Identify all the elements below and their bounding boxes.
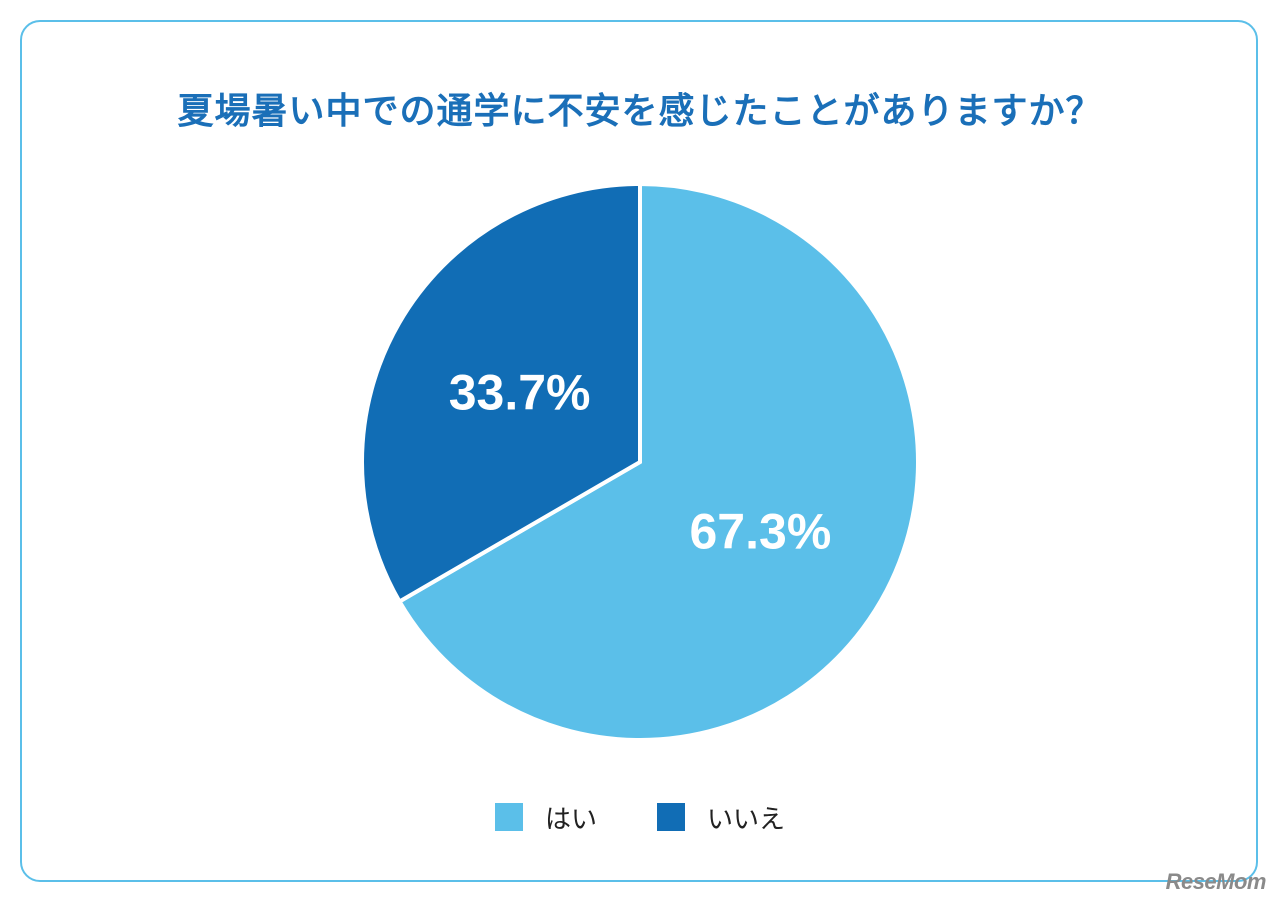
legend-item-yes: はい [494, 799, 597, 836]
slice-label-no: 33.7% [449, 365, 591, 421]
slice-label-yes: 67.3% [690, 503, 832, 559]
legend-label-yes: はい [544, 804, 597, 835]
legend-swatch-no [657, 803, 685, 831]
chart-legend: はい いいえ [0, 799, 1280, 836]
pie-slice-yes [396, 181, 920, 742]
chart-frame [20, 20, 1258, 882]
legend-label-no: いいえ [707, 804, 786, 835]
legend-item-no: いいえ [657, 799, 785, 836]
pie-slice-no [360, 181, 642, 605]
chart-title: 夏場暑い中での通学に不安を感じたことがありますか？ [177, 91, 1103, 132]
legend-swatch-yes [494, 803, 523, 831]
resemom-logo: ReseMom [1165, 869, 1267, 894]
